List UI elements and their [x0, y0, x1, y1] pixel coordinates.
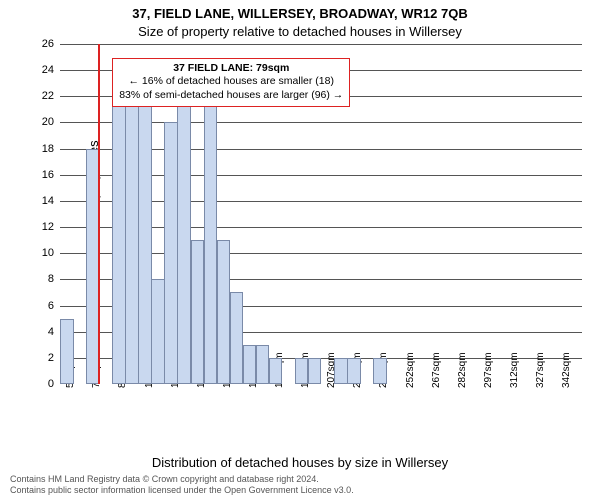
y-tick-label: 24 [42, 64, 54, 76]
annotation-line-3: 83% of semi-detached houses are larger (… [119, 89, 343, 101]
y-tick-label: 14 [42, 195, 54, 207]
histogram-bar [308, 358, 322, 384]
y-tick-label: 6 [48, 300, 54, 312]
histogram-bar [125, 96, 139, 384]
y-tick-label: 12 [42, 221, 54, 233]
histogram-bar [191, 240, 205, 384]
x-tick-label: 312sqm [509, 352, 520, 388]
annotation-box: 37 FIELD LANE: 79sqm← 16% of detached ho… [112, 58, 350, 107]
y-tick-label: 20 [42, 116, 54, 128]
credit-line-1: Contains HM Land Registry data © Crown c… [10, 474, 590, 485]
histogram-bar [373, 358, 387, 384]
histogram-bar [243, 345, 257, 384]
gridline [60, 44, 582, 45]
annotation-line-2: ← 16% of detached houses are smaller (18… [129, 75, 334, 87]
histogram-bar [347, 358, 361, 384]
histogram-bar [217, 240, 231, 384]
y-tick-label: 10 [42, 247, 54, 259]
x-tick-label: 252sqm [405, 352, 416, 388]
histogram-bar [269, 358, 283, 384]
histogram-bar [334, 358, 348, 384]
histogram-plot: 0246810121416182022242657sqm72sqm87sqm10… [60, 44, 582, 384]
y-tick-label: 22 [42, 90, 54, 102]
histogram-bar [60, 319, 74, 384]
y-tick-label: 8 [48, 273, 54, 285]
x-axis-label: Distribution of detached houses by size … [0, 455, 600, 470]
credits: Contains HM Land Registry data © Crown c… [10, 474, 590, 497]
x-tick-label: 342sqm [561, 352, 572, 388]
y-tick-label: 0 [48, 378, 54, 390]
histogram-bar [204, 96, 218, 384]
histogram-bar [295, 358, 309, 384]
histogram-bar [151, 279, 165, 384]
histogram-bar [230, 292, 244, 384]
annotation-line-1: 37 FIELD LANE: 79sqm [173, 62, 289, 74]
histogram-bar [256, 345, 270, 384]
x-tick-label: 282sqm [457, 352, 468, 388]
reference-line [98, 44, 100, 384]
histogram-bar [112, 96, 126, 384]
histogram-bar [164, 122, 178, 384]
x-tick-label: 297sqm [483, 352, 494, 388]
y-tick-label: 16 [42, 169, 54, 181]
y-tick-label: 26 [42, 38, 54, 50]
x-tick-label: 327sqm [535, 352, 546, 388]
x-tick-label: 267sqm [431, 352, 442, 388]
y-tick-label: 4 [48, 326, 54, 338]
title-sub: Size of property relative to detached ho… [0, 24, 600, 39]
title-main: 37, FIELD LANE, WILLERSEY, BROADWAY, WR1… [0, 6, 600, 21]
y-tick-label: 2 [48, 352, 54, 364]
y-tick-label: 18 [42, 143, 54, 155]
histogram-bar [177, 96, 191, 384]
credit-line-2: Contains public sector information licen… [10, 485, 590, 496]
histogram-bar [138, 96, 152, 384]
